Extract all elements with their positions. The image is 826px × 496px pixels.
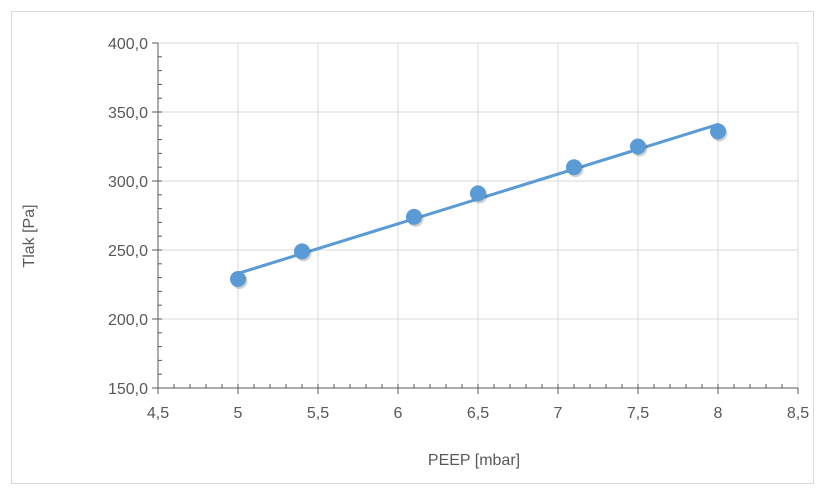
x-tick-label: 8 [714,405,723,422]
data-point [406,208,422,225]
y-tick-label: 200,0 [108,312,148,329]
y-axis-label: Tlak [Pa] [21,204,38,267]
x-tick-label: 5,5 [307,405,329,422]
gridlines [158,42,799,388]
y-tick-label: 300,0 [108,174,148,191]
axes [152,42,799,394]
data-point [294,243,310,260]
y-tick-label: 350,0 [108,105,148,122]
x-tick-label: 6 [394,405,403,422]
chart-frame: 4,5 5 5,5 6 6,5 7 7,5 8 8,5 150,0 200,0 250,0 300,0 3… [11,11,814,484]
x-tick-label: 8,5 [787,405,809,422]
x-tick-label: 7,5 [627,405,649,422]
y-tick-label: 150,0 [108,381,148,398]
x-tick-label: 4,5 [147,405,169,422]
data-point [566,159,582,176]
data-point [710,123,726,140]
x-axis-label: PEEP [mbar] [428,452,520,469]
data-series [230,122,728,289]
y-tick-label: 400,0 [108,36,148,53]
tick-labels: 4,5 5 5,5 6 6,5 7 7,5 8 8,5 150,0 200,0 250,0 300,0 3… [108,36,809,422]
x-tick-label: 7 [554,405,563,422]
data-point [230,270,246,287]
x-tick-label: 6,5 [467,405,489,422]
y-tick-label: 250,0 [108,243,148,260]
data-point [470,185,486,202]
data-point [630,138,646,155]
x-tick-label: 5 [234,405,243,422]
scatter-chart: 4,5 5 5,5 6 6,5 7 7,5 8 8,5 150,0 200,0 250,0 300,0 3… [21,36,809,469]
